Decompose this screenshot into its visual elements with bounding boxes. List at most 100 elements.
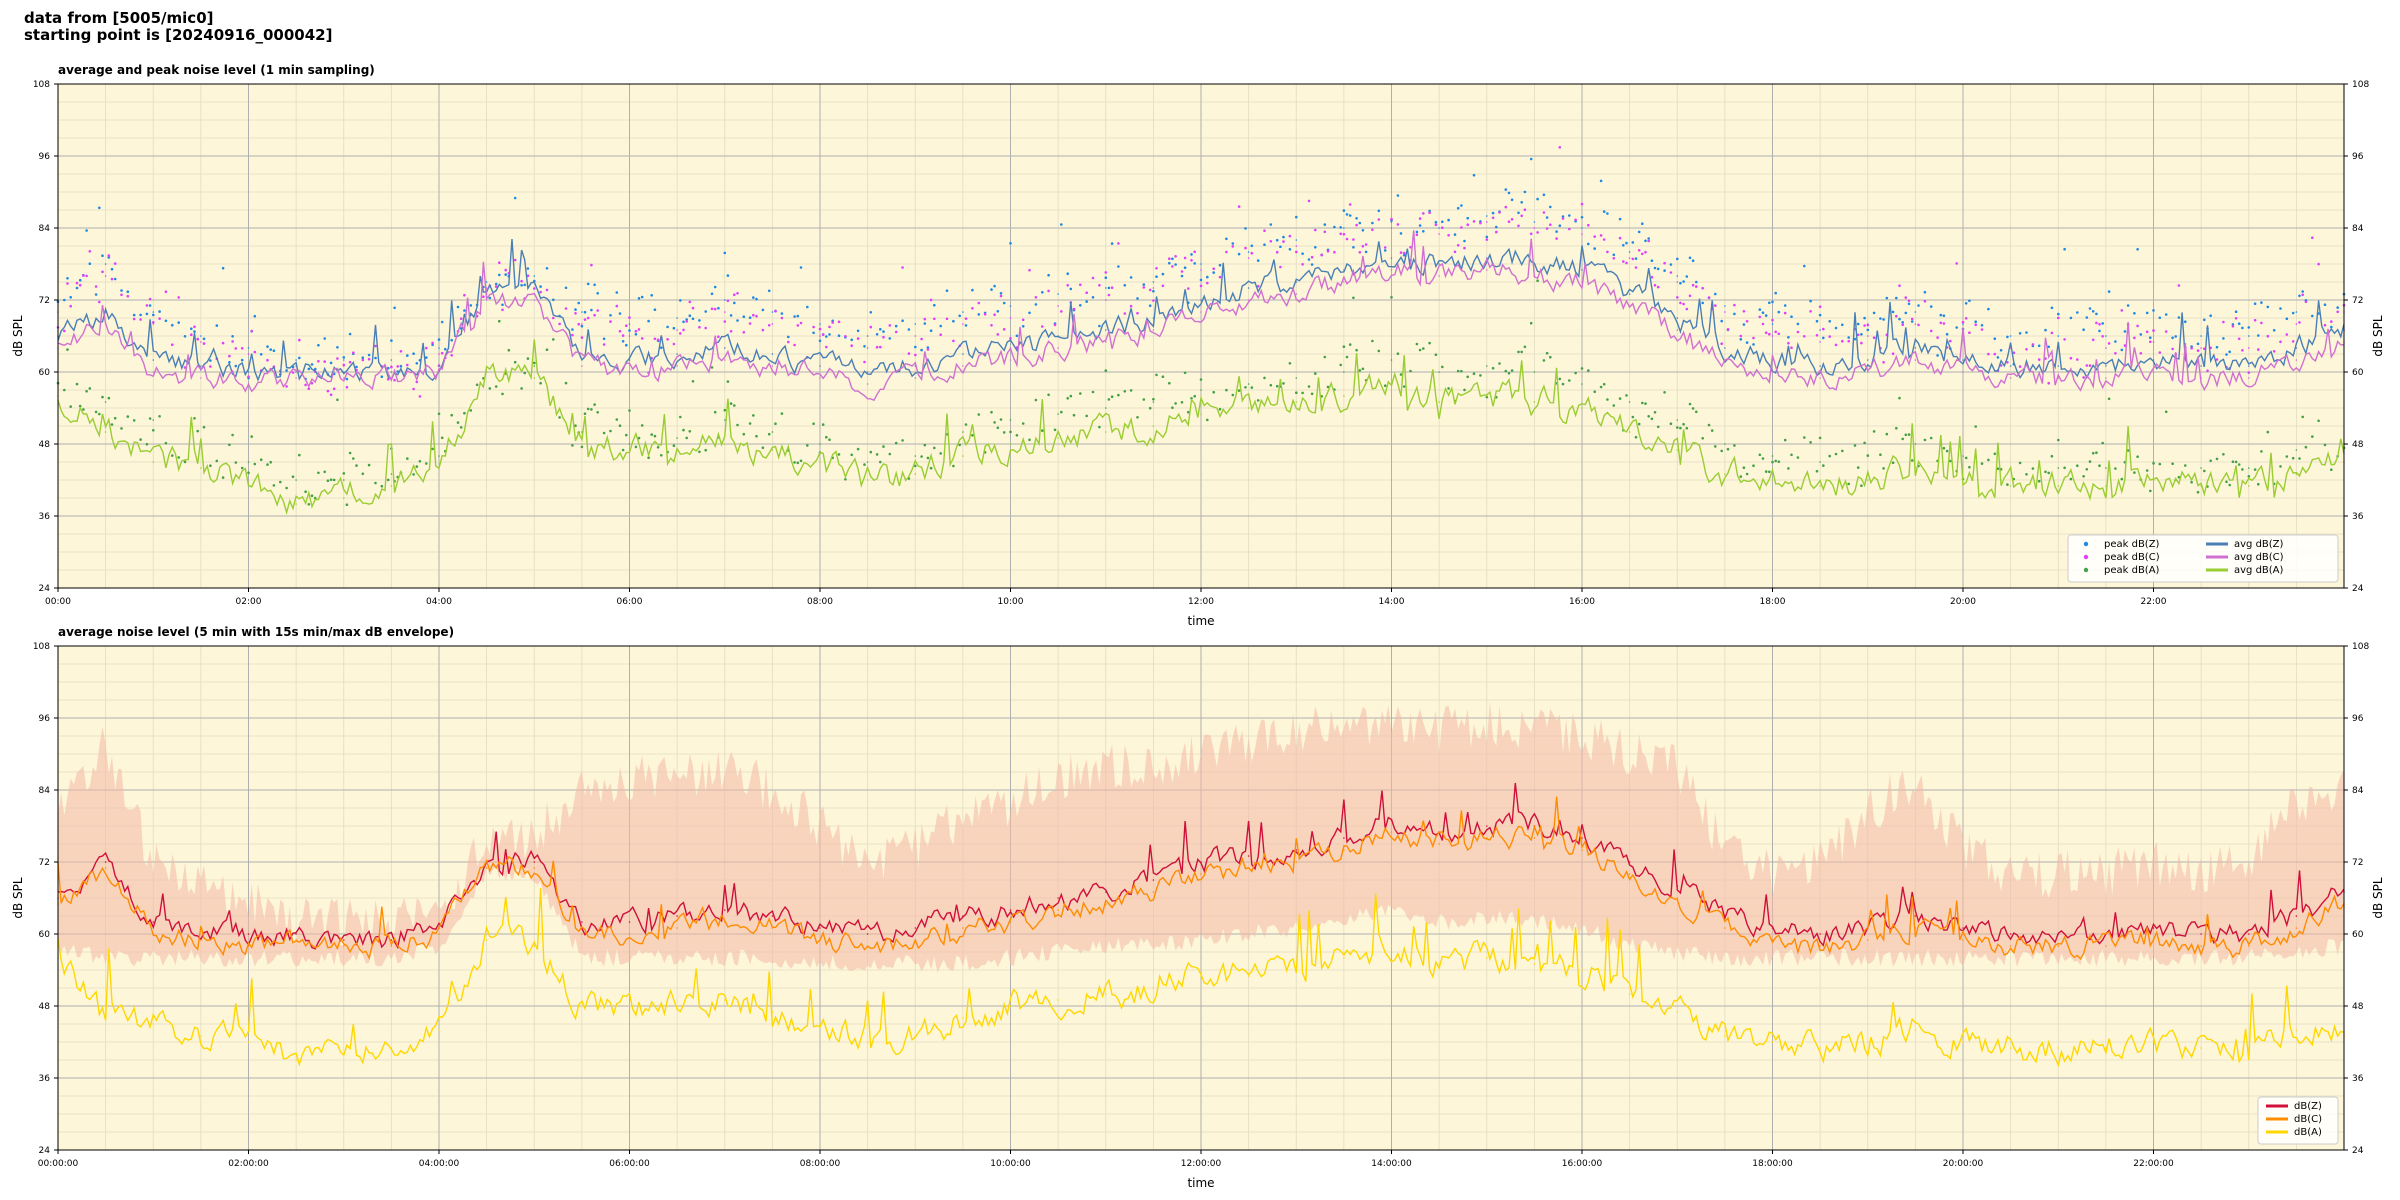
data-point: [1282, 235, 1285, 239]
data-point: [1885, 296, 1889, 300]
data-point: [1910, 317, 1914, 321]
data-point: [501, 392, 504, 396]
data-point: [1914, 443, 1917, 445]
data-point: [1863, 316, 1866, 320]
data-point: [247, 471, 250, 475]
data-point: [1771, 479, 1774, 481]
data-point: [2050, 331, 2054, 335]
data-point: [1536, 197, 1539, 201]
data-point: [2145, 311, 2149, 315]
y-tick-label-right: 72: [2352, 296, 2363, 306]
data-point: [1180, 401, 1184, 404]
data-point: [1628, 251, 1631, 253]
data-point: [2085, 364, 2089, 367]
data-point: [298, 356, 301, 360]
data-point: [145, 442, 149, 446]
data-point: [317, 471, 320, 475]
data-point: [1962, 927, 1964, 929]
data-point: [148, 417, 152, 420]
y-tick-label: 96: [39, 714, 51, 724]
data-point: [1460, 226, 1463, 229]
data-point: [1009, 305, 1012, 307]
data-point: [793, 461, 796, 464]
data-point: [945, 289, 949, 293]
data-point: [818, 327, 822, 331]
data-point: [2136, 455, 2139, 459]
data-point: [485, 371, 488, 373]
data-point: [581, 921, 583, 923]
data-point: [66, 277, 69, 280]
data-point: [2234, 317, 2238, 320]
data-point: [596, 292, 599, 295]
series-avg-db-a: [57, 339, 2345, 515]
data-point: [1867, 335, 1869, 337]
y-tick-label: 60: [39, 368, 51, 378]
data-point: [1701, 286, 1704, 290]
data-point: [1339, 226, 1342, 229]
data-point: [177, 321, 180, 324]
data-point: [463, 309, 466, 312]
data-point: [844, 335, 847, 338]
data-point: [104, 431, 107, 433]
data-point: [336, 346, 339, 349]
data-point: [323, 337, 327, 340]
y-tick-label: 72: [39, 296, 50, 306]
data-point: [879, 345, 882, 349]
data-point: [685, 318, 688, 321]
data-point: [1247, 975, 1250, 977]
data-point: [1834, 326, 1838, 330]
data-point: [1761, 311, 1765, 315]
x-tick-label: 16:00: [1569, 597, 1595, 607]
data-point: [1834, 343, 1838, 347]
data-point: [964, 317, 968, 320]
data-point: [1107, 398, 1111, 401]
data-point: [2098, 464, 2101, 468]
data-point: [304, 383, 307, 387]
data-point: [866, 945, 869, 947]
data-point: [2291, 311, 2295, 315]
data-point: [726, 299, 730, 303]
data-point: [390, 1047, 393, 1049]
data-point: [660, 346, 663, 350]
data-point: [247, 485, 250, 487]
data-point: [132, 317, 136, 321]
data-point: [1479, 221, 1482, 225]
data-point: [1771, 460, 1774, 464]
data-point: [193, 417, 196, 420]
data-point: [676, 927, 678, 929]
data-point: [1625, 261, 1628, 265]
data-point: [962, 915, 964, 917]
data-point: [69, 304, 72, 308]
data-point: [1491, 211, 1495, 215]
data-point: [1758, 315, 1762, 319]
data-point: [1964, 456, 1968, 460]
y-tick-label: 108: [33, 80, 50, 90]
data-point: [1447, 234, 1450, 237]
data-point: [374, 481, 377, 485]
data-point: [602, 431, 606, 435]
data-point: [1914, 347, 1917, 349]
data-point: [2037, 344, 2041, 348]
data-point: [990, 410, 993, 414]
data-point: [1882, 467, 1885, 470]
data-point: [1853, 444, 1857, 447]
data-point: [1647, 239, 1650, 243]
y-tick-label-right: 84: [2352, 786, 2364, 796]
data-point: [386, 366, 390, 370]
data-point: [2295, 1029, 2298, 1031]
data-point: [1987, 307, 1990, 311]
y-tick-label-right: 24: [2352, 584, 2364, 594]
data-point: [2152, 359, 2155, 361]
data-point: [1962, 939, 1964, 941]
data-point: [1085, 291, 1088, 295]
data-point: [1929, 436, 1933, 440]
data-point: [819, 377, 821, 379]
data-point: [1856, 322, 1860, 326]
data-point: [1486, 221, 1488, 223]
data-point: [1828, 320, 1831, 323]
data-point: [1199, 378, 1203, 381]
data-point: [1190, 253, 1193, 256]
data-point: [326, 389, 330, 393]
data-point: [2266, 334, 2270, 338]
data-point: [869, 450, 873, 454]
